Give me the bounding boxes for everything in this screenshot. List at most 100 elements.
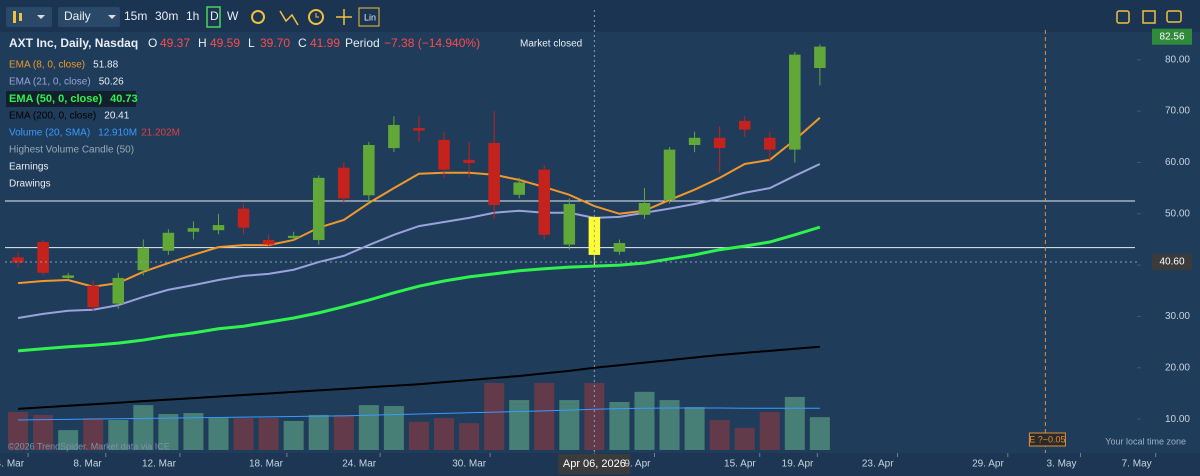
volume-bar <box>734 427 755 450</box>
x-tick-label: 3. May <box>1046 459 1076 470</box>
legend-value: 50.26 <box>99 77 124 88</box>
period-label: Period <box>345 36 380 50</box>
legend-name: EMA (21, 0, close) <box>9 77 91 88</box>
market-status: Market closed <box>520 39 582 50</box>
volume-bar <box>634 391 655 450</box>
volume-bar <box>484 383 505 450</box>
candle-body <box>688 137 701 145</box>
y-tick-label: 10.00 <box>1165 414 1190 425</box>
volume-bar <box>333 414 354 450</box>
volume-bar <box>408 421 429 450</box>
tool-buttons <box>251 7 380 27</box>
x-highlight <box>558 454 631 474</box>
legend-bg <box>6 91 136 107</box>
volume-bar <box>459 423 480 450</box>
copyright: ©2026 TrendSpider. Market data via ICE <box>8 441 170 451</box>
candle-body <box>713 137 726 149</box>
volume-bar <box>509 400 530 450</box>
volume-bar <box>308 414 329 450</box>
volume-bar <box>684 407 705 450</box>
last-price-badge <box>1152 28 1192 45</box>
x-tick-label: 4. Mar <box>0 459 25 470</box>
x-tick-label: 29. Apr <box>972 459 1004 470</box>
icon <box>19 13 22 21</box>
candle-body <box>388 124 400 149</box>
x-tick-label: Apr 06, 2026 <box>563 458 626 470</box>
interval[interactable]: W <box>227 9 239 23</box>
volume-bar <box>8 412 29 450</box>
toolbar <box>0 0 1200 32</box>
clock-icon[interactable] <box>308 9 324 25</box>
settings-icon[interactable] <box>251 10 265 24</box>
volume-bar <box>258 418 279 450</box>
candle-body <box>212 225 225 231</box>
legend-value: 21.202M <box>141 128 180 139</box>
interval[interactable]: 1h <box>186 9 199 23</box>
volume-bar <box>709 419 730 450</box>
icon <box>13 11 16 23</box>
volume-bar <box>609 401 630 450</box>
ohlc-label: C <box>298 36 307 50</box>
interval[interactable]: 15m <box>124 9 147 23</box>
candle-body <box>312 177 325 240</box>
y-tick-label: 70.00 <box>1165 106 1190 117</box>
x-tick-label: 23. Apr <box>862 459 894 470</box>
ohlc-value: 49.37 <box>160 36 190 50</box>
volume-bar <box>659 400 680 450</box>
volume-bar <box>759 412 780 450</box>
volume-bar <box>233 418 254 450</box>
legend-value: 40.73 <box>110 93 138 105</box>
crosshair-icon[interactable] <box>336 9 352 25</box>
crosshair-badge <box>1152 254 1192 271</box>
candle-body <box>62 275 74 278</box>
x-tick-label: 24. Mar <box>342 459 377 470</box>
interval[interactable]: D <box>210 9 219 23</box>
volume-bar <box>358 405 379 450</box>
plot: 80.0070.0060.0050.0040.0030.0020.0010.00… <box>0 10 1192 474</box>
legend-item: Earnings <box>9 162 48 173</box>
ohlc-value: 39.70 <box>260 36 290 50</box>
volume-bar <box>283 420 304 450</box>
indicator-icon[interactable] <box>279 10 299 26</box>
ohlc-label: H <box>198 36 207 50</box>
volume-bar <box>383 406 404 450</box>
candle-body <box>789 54 801 150</box>
earnings-badge <box>1028 432 1066 447</box>
icon[interactable] <box>1116 10 1130 24</box>
scale-button[interactable] <box>358 7 380 27</box>
timeframe-dropdown[interactable] <box>58 7 120 27</box>
x-tick-label: 7. May <box>1122 459 1152 470</box>
candle-body <box>613 243 626 252</box>
candle-body <box>563 204 576 245</box>
legend-value: 12.910M <box>98 128 137 139</box>
camera-icon[interactable] <box>1166 10 1182 23</box>
volume-bar <box>33 414 54 450</box>
volume-bar <box>108 419 129 450</box>
candle-body <box>338 167 350 199</box>
y-tick-label: 30.00 <box>1165 311 1190 322</box>
candle-body <box>814 46 826 68</box>
candle-body <box>413 128 425 131</box>
legend-value: 51.88 <box>93 60 118 71</box>
candle-body <box>162 232 175 251</box>
icon[interactable] <box>1142 10 1156 24</box>
candle-body <box>87 285 99 308</box>
interval[interactable]: 30m <box>155 9 178 23</box>
earnings-label: E ?~0.05 <box>1029 434 1065 444</box>
interval-selected <box>206 6 221 28</box>
candle-body <box>12 257 24 263</box>
ema-line <box>17 225 821 353</box>
timeframe[interactable]: Daily <box>64 9 91 23</box>
header: AXT Inc, Daily, Nasdaq Market closed Per… <box>9 36 582 50</box>
scale[interactable]: Lin <box>364 12 376 22</box>
chart-type-button[interactable] <box>6 7 52 27</box>
candle-body <box>37 242 49 273</box>
x-tick-label: 15. Apr <box>724 459 756 470</box>
x-tick-label: 19. Apr <box>782 459 814 470</box>
candle-body <box>538 169 551 235</box>
y-tick-label: 20.00 <box>1165 362 1190 373</box>
timezone: Your local time zone <box>1105 436 1186 446</box>
candle-body <box>363 144 375 196</box>
candle-body <box>513 182 525 195</box>
